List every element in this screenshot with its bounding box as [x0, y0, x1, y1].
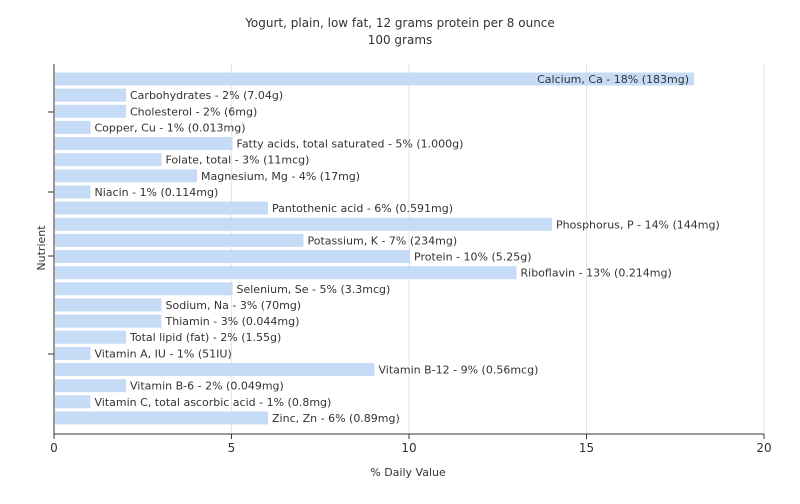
- bar-label: Carbohydrates - 2% (7.04g): [130, 89, 283, 102]
- bar: [55, 298, 162, 312]
- bar-label: Sodium, Na - 3% (70mg): [166, 299, 302, 312]
- chart-title: Yogurt, plain, low fat, 12 grams protein…: [244, 16, 555, 30]
- bar: [55, 395, 91, 409]
- bar: [55, 137, 233, 151]
- bar: [55, 104, 126, 118]
- y-axis-label: Nutrient: [35, 225, 48, 271]
- bar: [55, 233, 304, 247]
- x-tick-label: 15: [579, 441, 594, 455]
- bar-label: Thiamin - 3% (0.044mg): [165, 315, 300, 328]
- x-axis-label: % Daily Value: [370, 466, 446, 479]
- x-tick-label: 5: [228, 441, 236, 455]
- bar-label: Vitamin B-12 - 9% (0.56mcg): [379, 364, 539, 377]
- bar-label: Selenium, Se - 5% (3.3mcg): [237, 283, 391, 296]
- bar: [55, 88, 126, 102]
- bar: [55, 250, 410, 264]
- bar: [55, 185, 91, 199]
- chart-subtitle: 100 grams: [368, 33, 433, 47]
- bar: [55, 266, 517, 280]
- bar-label: Vitamin B-6 - 2% (0.049mg): [130, 380, 284, 393]
- bar-label: Vitamin A, IU - 1% (51IU): [95, 347, 232, 360]
- bar: [55, 379, 126, 393]
- bar-label: Zinc, Zn - 6% (0.89mg): [272, 412, 400, 425]
- x-tick-label: 10: [401, 441, 416, 455]
- bar: [55, 330, 126, 344]
- bar: [55, 411, 268, 425]
- bar: [55, 314, 162, 328]
- bar: [55, 120, 91, 134]
- bar-label: Protein - 10% (5.25g): [414, 251, 532, 264]
- bar-label: Phosphorus, P - 14% (144mg): [556, 218, 720, 231]
- bar-label: Folate, total - 3% (11mcg): [166, 154, 310, 167]
- bar-label: Cholesterol - 2% (6mg): [130, 105, 257, 118]
- bar: [55, 282, 233, 296]
- bar: [55, 169, 197, 183]
- bar-labels: Calcium, Ca - 18% (183mg) Carbohydrates -…: [95, 73, 720, 425]
- bars: [55, 72, 694, 425]
- bar-label: Fatty acids, total saturated - 5% (1.000…: [237, 138, 464, 151]
- bar: [55, 201, 268, 215]
- x-tick-label: 0: [50, 441, 58, 455]
- gridlines: [231, 64, 765, 434]
- bar: [55, 153, 162, 167]
- bar-label: Copper, Cu - 1% (0.013mg): [95, 121, 246, 134]
- bar-label: Pantothenic acid - 6% (0.591mg): [272, 202, 453, 215]
- bar-label: Potassium, K - 7% (234mg): [308, 234, 458, 247]
- bar-label: Calcium, Ca - 18% (183mg): [537, 73, 689, 86]
- axes: 0 5 10 15 20: [48, 64, 772, 455]
- x-tick-label: 20: [756, 441, 771, 455]
- bar: [55, 363, 375, 377]
- bar-label: Magnesium, Mg - 4% (17mg): [201, 170, 360, 183]
- bar-label: Total lipid (fat) - 2% (1.55g): [129, 331, 281, 344]
- bar: [55, 217, 552, 231]
- bar: [55, 346, 91, 360]
- bar-label: Riboflavin - 13% (0.214mg): [521, 267, 672, 280]
- bar: [55, 72, 694, 86]
- bar-label: Vitamin C, total ascorbic acid - 1% (0.8…: [95, 396, 332, 409]
- bar-label: Niacin - 1% (0.114mg): [95, 186, 219, 199]
